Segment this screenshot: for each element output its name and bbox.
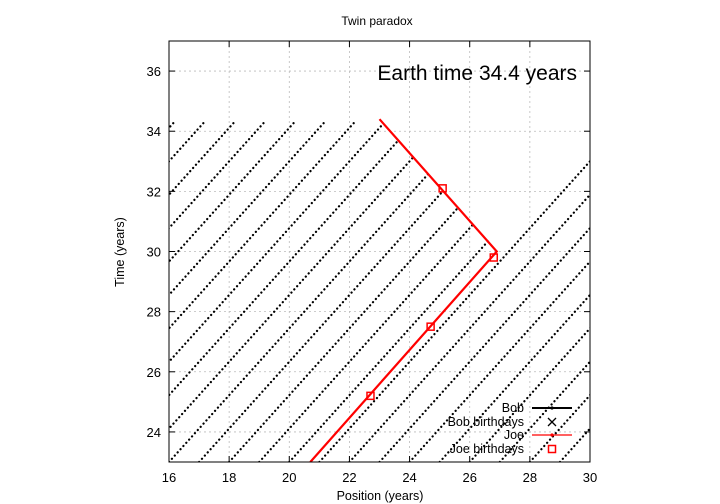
x-axis-ticks: 16 18 20 22 24 26 28 30	[162, 41, 597, 485]
bob-worldline	[169, 121, 176, 130]
bob-worldline	[169, 121, 236, 197]
y-tick-label: 26	[147, 365, 161, 380]
x-tick-label: 18	[222, 470, 236, 485]
legend-label: Joe birthdays	[450, 442, 524, 456]
bob-worldline	[169, 172, 430, 462]
legend-cross-swatch	[547, 417, 557, 427]
chart-title: Twin paradox	[341, 14, 412, 28]
legend-dot-swatch	[550, 406, 554, 410]
bob-worldline	[528, 393, 590, 462]
grid-lines	[169, 41, 590, 462]
legend-dot-swatch	[550, 433, 554, 437]
y-tick-label: 28	[147, 305, 161, 320]
bob-worldline	[348, 193, 590, 462]
joe-birthday-marker	[489, 253, 499, 262]
x-tick-label: 16	[162, 470, 176, 485]
y-tick-label: 34	[147, 124, 161, 139]
x-tick-label: 28	[523, 470, 537, 485]
legend-label: Bob birthdays	[448, 415, 524, 429]
x-tick-label: 22	[342, 470, 356, 485]
bob-worldline	[169, 156, 415, 431]
legend-square-swatch	[547, 444, 557, 454]
bob-worldline	[197, 189, 445, 462]
bob-worldline	[169, 121, 296, 264]
joe-birthday-marker	[438, 184, 447, 193]
x-tick-label: 30	[583, 470, 597, 485]
bob-worldline	[169, 121, 356, 330]
x-tick-label: 26	[462, 470, 476, 485]
bob-worldline	[169, 121, 326, 297]
bob-worldline	[558, 426, 590, 462]
earth-time-annotation: Earth time 34.4 years	[377, 62, 577, 85]
joe-path	[309, 118, 499, 462]
y-tick-label: 32	[147, 184, 161, 199]
x-tick-label: 20	[282, 470, 296, 485]
y-tick-label: 24	[147, 425, 161, 440]
bob-worldline	[378, 226, 590, 462]
bob-worldline	[408, 259, 590, 462]
plot-data-area	[169, 118, 590, 462]
y-tick-label: 36	[147, 64, 161, 79]
y-tick-label: 30	[147, 245, 161, 260]
bob-worldline	[169, 121, 266, 230]
bob-worldline	[258, 223, 475, 462]
bob-worldline	[228, 206, 460, 462]
bob-worldline	[318, 159, 590, 462]
y-axis-ticks: 24 26 28 30 32 34 36	[147, 64, 590, 440]
bob-worldline	[169, 121, 206, 163]
x-tick-label: 24	[402, 470, 416, 485]
y-axis-label: Time (years)	[113, 217, 127, 287]
bob-worldline	[169, 122, 385, 364]
x-axis-label: Position (years)	[337, 489, 424, 503]
joe-birthday-marker	[366, 391, 375, 401]
legend-label: Bob	[502, 401, 524, 415]
legend-label: Joe	[504, 428, 524, 442]
bob-worldline	[169, 139, 400, 397]
bob-worldline	[438, 293, 590, 462]
joe-birthday-marker	[426, 322, 435, 331]
